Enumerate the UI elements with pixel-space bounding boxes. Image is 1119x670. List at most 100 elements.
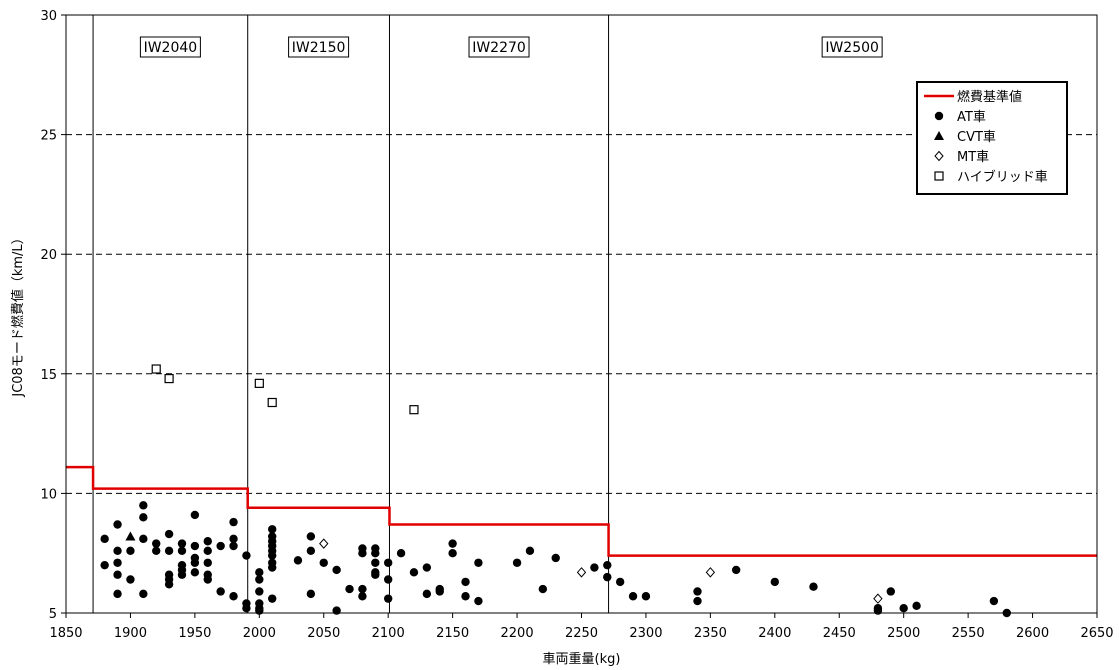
data-point-circle [203,558,212,567]
data-point-circle [268,551,277,560]
legend-label: 燃費基準値 [957,89,1022,105]
data-point-circle [190,558,200,567]
data-point-circle [332,606,341,615]
legend-label: MT車 [957,150,989,165]
data-point-circle [203,546,212,556]
data-point-circle [203,575,212,584]
data-point-circle [242,604,251,613]
data-point-diamond [873,593,883,604]
data-point-circle [164,529,174,539]
legend-label: ハイブリッド車 [957,169,1048,185]
data-point-circle [383,594,393,603]
legend-label: AT車 [957,110,986,125]
x-tick-label: 2000 [243,626,276,641]
data-point-circle [371,570,380,579]
data-point-circle [603,572,612,582]
data-point-circle [628,592,638,601]
data-point-circle [255,587,264,596]
class-label-box [288,36,350,58]
data-point-circle [203,537,212,546]
data-point-circle [538,584,548,594]
x-tick-label: 2500 [887,626,920,641]
x-tick-label: 1850 [49,626,82,641]
data-point-circle [409,568,419,577]
data-point-circle [422,589,432,599]
class-label-box [139,36,201,58]
data-point-circle [461,592,470,601]
data-point-circle [989,596,999,606]
data-point-circle [152,546,161,556]
data-point-circle [693,596,702,606]
data-point-circle [113,558,122,567]
data-point-circle [899,604,908,613]
legend-marker-diamond [934,150,944,162]
x-axis-label: 車両重量(kg) [543,651,621,667]
data-point-circle [474,558,483,567]
data-point-circle [345,584,354,594]
standard-line-group [66,465,1097,557]
data-point-circle [164,580,174,589]
data-point-circle [358,584,367,594]
data-point-circle [190,510,200,520]
y-tick-label: 25 [40,129,57,144]
legend-marker-triangle [934,131,944,140]
data-point-circle [383,558,393,567]
data-point-circle [615,577,625,587]
data-point-circle [100,534,109,544]
data-point-circle [306,532,316,541]
data-point-circle [371,558,380,567]
x-axis-ticks: 1850 1900 1950 2000 2050 2100 2150 2200 2250 2300… [49,613,1114,641]
data-point-circle [603,560,612,570]
data-point-circle [126,546,135,556]
standard-line [66,465,1097,557]
data-point-diamond [319,538,329,549]
x-tick-label: 1950 [178,626,211,641]
x-tick-label: 2050 [307,626,340,641]
x-tick-label: 2600 [1016,626,1049,641]
data-point-circle [293,556,303,565]
data-point-circle [319,558,328,567]
data-point-circle [358,592,367,601]
x-tick-label: 2650 [1080,626,1113,641]
y-tick-label: 10 [40,487,57,502]
data-point-circle [383,575,393,584]
data-point-circle [448,539,457,548]
data-point-circle [139,589,148,599]
y-axis-label: JC08モード燃費値（km/L） [10,231,26,397]
data-point-square [254,378,264,388]
data-point-square [267,397,277,408]
data-point-circle [268,594,277,603]
data-point-circle [306,589,316,599]
data-point-circle [177,546,187,556]
data-point-circle [113,546,122,556]
data-point-circle [886,587,895,596]
data-point-circle [268,525,277,534]
data-point-circle [731,565,741,575]
legend-marker-square [934,171,944,181]
y-tick-label: 15 [40,368,57,383]
data-point-circle [770,577,780,587]
data-point-circle [164,546,174,556]
x-tick-label: 2150 [436,626,469,641]
data-point-square [164,373,174,384]
data-point-circle [177,570,187,579]
x-tick-label: 1900 [114,626,147,641]
data-point-circle [641,592,651,601]
class-label: IW2150 [292,40,346,56]
data-point-circle [873,606,883,615]
data-point-circle [255,568,264,577]
data-point-circle [396,549,406,558]
x-tick-label: 2200 [501,626,534,641]
data-point-square [151,364,161,374]
data-point-circle [177,539,187,548]
data-point-circle [512,558,522,567]
data-point-circle [371,549,380,558]
data-point-circle [113,570,122,579]
x-tick-label: 2400 [758,626,791,641]
x-tick-label: 2350 [694,626,727,641]
class-label-box [821,36,883,58]
data-point-circle [139,513,148,522]
data-point-circle [216,587,225,596]
